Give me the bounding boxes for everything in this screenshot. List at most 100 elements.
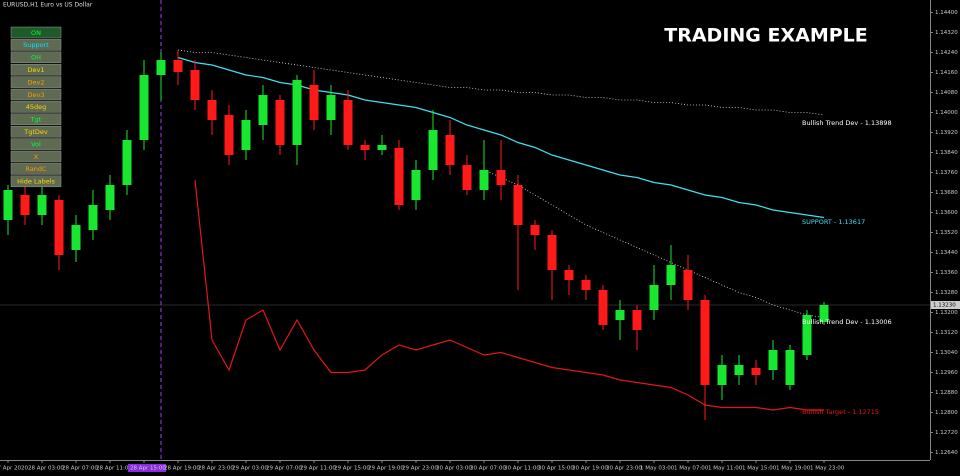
y-tick-label: 1.14000 [935, 110, 958, 116]
y-tick-label: 1.14160 [935, 70, 958, 76]
chart-title: TRADING EXAMPLE [664, 25, 868, 47]
button[interactable] [10, 150, 62, 163]
overlay-line [177, 56, 825, 219]
candle-body [819, 305, 829, 322]
x-tick-label: 28 Apr 03:00 [28, 466, 64, 472]
candle-body [394, 148, 404, 205]
y-tick-label: 1.13440 [935, 250, 958, 256]
candle-body [292, 80, 302, 145]
candle-body [156, 60, 166, 75]
button-panel: ON Support OH Dev1 Dev2 Dev3 45deg Tgt TgtDev Vol… [10, 26, 62, 188]
button-label[interactable]: Tgt [30, 116, 42, 124]
candle-body [377, 145, 387, 150]
button[interactable] [10, 51, 62, 64]
candle-body [768, 350, 778, 370]
x-tick-label: 28 Apr 15:00 [130, 466, 166, 472]
candle-body [649, 285, 659, 310]
candle-body [139, 75, 149, 140]
x-tick-label: 29 Apr 11:00 [300, 466, 336, 472]
y-tick-label: 1.13680 [935, 190, 958, 196]
candle-body [700, 300, 710, 385]
x-tick-label: 30 Apr 07:00 [470, 466, 506, 472]
button[interactable] [10, 125, 62, 138]
candle-body [20, 195, 30, 215]
x-tick-label: 28 Apr 07:00 [62, 466, 98, 472]
candle-body [513, 185, 523, 225]
button[interactable] [10, 101, 62, 113]
x-tick-label: 29 Apr 03:00 [232, 466, 268, 472]
candle-body [190, 70, 200, 100]
candle-body [105, 185, 115, 210]
candle-body [326, 95, 336, 120]
price-tag-label: 1.13230 [933, 303, 956, 309]
candle-body [54, 200, 64, 255]
candle-body [734, 365, 744, 375]
button-label[interactable]: TgtDev [23, 128, 48, 136]
x-tick-label: 1 May 03:00 [640, 466, 675, 472]
button-label[interactable]: RandC [25, 165, 47, 173]
x-tick-label: 30 Apr 11:00 [504, 466, 540, 472]
x-tick-label: 29 Apr 07:00 [266, 466, 302, 472]
candle-body [751, 368, 761, 375]
indicator-label: Bullish Trend Dev - 1.13898 [802, 119, 892, 127]
y-tick-label: 1.13360 [935, 270, 958, 276]
y-tick-label: 1.14240 [935, 50, 958, 56]
x-tick-label: 30 Apr 23:00 [606, 466, 642, 472]
y-tick-label: 1.13920 [935, 130, 958, 136]
candle-body [258, 95, 268, 125]
button[interactable] [10, 138, 62, 150]
candle-body [717, 365, 727, 385]
x-tick-label: 27 Apr 2020 [0, 466, 29, 472]
button[interactable] [10, 88, 62, 101]
indicator-label: Bullish Trend Dev - 1.13006 [802, 318, 892, 326]
x-tick-label: 30 Apr 15:00 [538, 466, 574, 472]
candle-body [241, 120, 251, 150]
button[interactable] [10, 175, 62, 188]
y-tick-label: 1.12960 [935, 370, 958, 376]
button-label[interactable]: Vol [31, 140, 41, 148]
y-tick-label: 1.13280 [935, 290, 958, 296]
button[interactable] [10, 163, 62, 175]
button-label[interactable]: Dev2 [28, 78, 45, 86]
button-label[interactable]: Dev1 [28, 66, 45, 74]
candle-body [37, 195, 47, 215]
candle-body [173, 60, 183, 72]
button-label[interactable]: Hide Labels [17, 178, 55, 186]
button-label[interactable]: Support [23, 41, 49, 49]
button-label[interactable]: Dev3 [28, 91, 45, 99]
x-tick-label: 28 Apr 11:00 [96, 466, 132, 472]
overlay-line [194, 179, 824, 411]
button[interactable] [10, 113, 62, 126]
y-tick-label: 1.13200 [935, 310, 958, 316]
x-tick-label: 1 May 07:00 [674, 466, 709, 472]
y-tick-label: 1.13520 [935, 230, 958, 236]
button-label[interactable]: OH [31, 54, 41, 62]
candle-body [411, 170, 421, 200]
y-tick-label: 1.13040 [935, 350, 958, 356]
candle-body [88, 205, 98, 230]
x-tick-label: 29 Apr 19:00 [368, 466, 404, 472]
button[interactable] [10, 26, 62, 39]
y-tick-label: 1.12880 [935, 390, 958, 396]
button[interactable] [10, 39, 62, 51]
button[interactable] [10, 76, 62, 88]
y-tick-label: 1.13760 [935, 170, 958, 176]
indicator-label: SUPPORT - 1.13617 [802, 218, 865, 226]
button[interactable] [10, 63, 62, 76]
price-tag [931, 301, 960, 309]
candle-body [581, 280, 591, 290]
y-tick-label: 1.14320 [935, 30, 958, 36]
x-tick-label: 28 Apr 23:00 [198, 466, 234, 472]
y-tick-label: 1.12800 [935, 410, 958, 416]
candle-body [496, 170, 506, 185]
candle-body [785, 350, 795, 385]
button-label[interactable]: X [34, 153, 39, 161]
x-tick-label: 28 Apr 19:00 [164, 466, 200, 472]
candle-body [428, 130, 438, 170]
candle-body [343, 100, 353, 145]
button-label[interactable]: 45deg [26, 103, 47, 111]
y-tick-label: 1.14400 [935, 10, 958, 16]
button-label[interactable]: ON [31, 29, 41, 37]
candle-body [632, 310, 642, 330]
